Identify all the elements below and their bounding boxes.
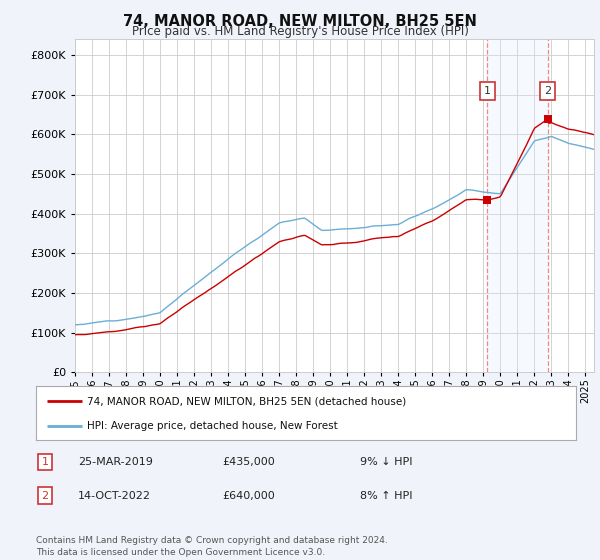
Text: 9% ↓ HPI: 9% ↓ HPI bbox=[360, 457, 413, 467]
Text: 14-OCT-2022: 14-OCT-2022 bbox=[78, 491, 151, 501]
Text: 1: 1 bbox=[484, 86, 491, 96]
Text: £640,000: £640,000 bbox=[222, 491, 275, 501]
Text: £435,000: £435,000 bbox=[222, 457, 275, 467]
Text: 74, MANOR ROAD, NEW MILTON, BH25 5EN (detached house): 74, MANOR ROAD, NEW MILTON, BH25 5EN (de… bbox=[88, 396, 407, 407]
Text: 2: 2 bbox=[544, 86, 551, 96]
Bar bbox=[487, 39, 548, 372]
Text: HPI: Average price, detached house, New Forest: HPI: Average price, detached house, New … bbox=[88, 421, 338, 431]
Text: 8% ↑ HPI: 8% ↑ HPI bbox=[360, 491, 413, 501]
Text: Contains HM Land Registry data © Crown copyright and database right 2024.
This d: Contains HM Land Registry data © Crown c… bbox=[36, 536, 388, 557]
Text: 1: 1 bbox=[41, 457, 49, 467]
Text: Price paid vs. HM Land Registry's House Price Index (HPI): Price paid vs. HM Land Registry's House … bbox=[131, 25, 469, 38]
Text: 25-MAR-2019: 25-MAR-2019 bbox=[78, 457, 153, 467]
Text: 2: 2 bbox=[41, 491, 49, 501]
Text: 74, MANOR ROAD, NEW MILTON, BH25 5EN: 74, MANOR ROAD, NEW MILTON, BH25 5EN bbox=[123, 14, 477, 29]
